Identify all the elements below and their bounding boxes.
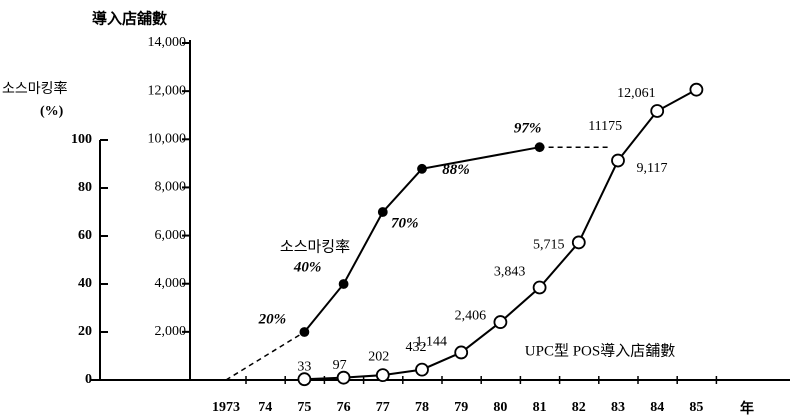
y-tick-label: 20 — [78, 324, 92, 339]
y2-tick-label: 2,000 — [155, 324, 187, 339]
data-label: 33 — [297, 359, 311, 374]
point — [299, 327, 310, 337]
x-tick-label: 83 — [611, 400, 625, 415]
data-label: 97% — [514, 121, 542, 137]
x-tick-label: 77 — [376, 400, 390, 415]
y-unit: (%) — [40, 104, 64, 119]
point — [532, 280, 547, 295]
point — [493, 315, 508, 329]
point — [650, 104, 665, 118]
point — [417, 163, 427, 174]
point — [338, 279, 349, 289]
point — [454, 345, 469, 360]
data-label: 70% — [391, 215, 419, 231]
data-label: 202 — [368, 349, 389, 364]
data-label: 5,715 — [533, 238, 565, 253]
y-tick-label: 0 — [85, 372, 92, 387]
x-tick-label: 78 — [415, 400, 429, 415]
series-name: 소스마킹率 — [280, 238, 350, 255]
y2-tick-label: 6,000 — [155, 228, 187, 243]
point — [336, 370, 351, 385]
series-line — [304, 88, 697, 381]
dashed-extension — [225, 146, 610, 381]
x-tick-label: 74 — [258, 400, 272, 415]
series-name: UPC型 POS導入店舖數 — [525, 341, 675, 359]
x-tick-label: 1973 — [212, 400, 240, 415]
x-tick-label: 82 — [572, 400, 586, 415]
point — [534, 142, 545, 153]
x-tick-label: 80 — [493, 400, 507, 415]
x-title: 年 — [740, 400, 754, 417]
point — [689, 82, 704, 97]
data-label: 20% — [258, 311, 287, 327]
data-label: 97 — [333, 358, 347, 373]
x-tick-label: 85 — [689, 400, 703, 415]
y2-tick-label: 10,000 — [148, 132, 187, 147]
x-tick-label: 75 — [297, 400, 311, 415]
y-tick-label: 80 — [78, 180, 92, 195]
y2-tick-label: 4,000 — [155, 276, 187, 291]
data-label: 1,144 — [415, 335, 447, 350]
x-tick-label: 76 — [337, 400, 351, 415]
y-title: 소스마킹率 — [2, 80, 68, 97]
y-tick-label: 60 — [78, 228, 92, 243]
y-tick-label: 40 — [78, 276, 92, 291]
x-tick-label: 84 — [650, 400, 664, 415]
data-label: 2,406 — [455, 308, 487, 323]
data-label: 9,117 — [637, 161, 668, 176]
data-label: 432 — [406, 340, 427, 355]
y2-tick-label: 12,000 — [148, 83, 187, 98]
data-label: 40% — [293, 259, 322, 275]
y2-tick-label: 14,000 — [148, 35, 187, 50]
y2-title: 導入店舖數 — [92, 9, 167, 27]
point — [611, 153, 625, 168]
point — [375, 368, 390, 383]
point — [297, 372, 312, 387]
point — [415, 362, 429, 377]
y2-tick-label: 8,000 — [155, 180, 187, 195]
y-tick-label: 100 — [71, 132, 92, 147]
data-label: 12,061 — [617, 86, 656, 101]
data-label: 11175 — [588, 119, 622, 134]
data-label: 88% — [442, 162, 470, 178]
x-tick-label: 81 — [533, 400, 547, 415]
point — [571, 235, 586, 250]
x-tick-label: 79 — [454, 400, 468, 415]
point — [377, 207, 388, 217]
data-label: 3,843 — [494, 265, 526, 280]
